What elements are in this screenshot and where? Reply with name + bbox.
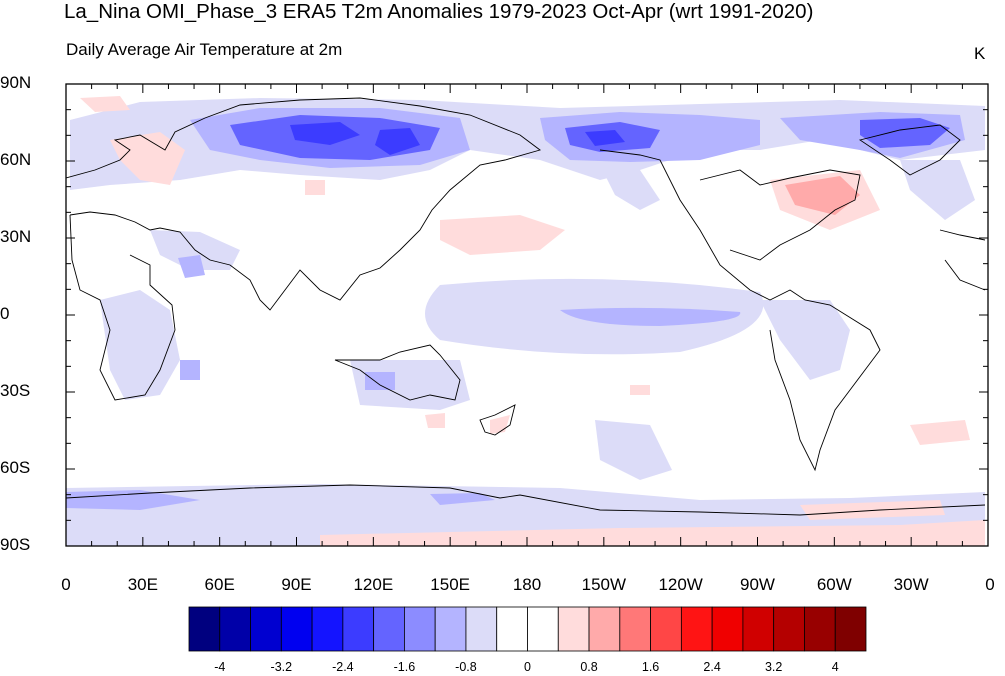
colorbar-swatch — [527, 606, 559, 652]
colorbar-swatch — [804, 606, 836, 652]
colorbar-label: 0 — [524, 660, 531, 674]
lon-label: 120E — [353, 575, 394, 594]
colorbar-label: 0.8 — [580, 660, 598, 674]
lon-label: 120W — [658, 575, 703, 594]
colorbar-swatch — [834, 606, 867, 652]
lon-label: 60E — [204, 575, 235, 594]
lon-label: 90E — [281, 575, 312, 594]
lon-label: 0 — [61, 575, 71, 594]
lat-label: 90S — [0, 535, 31, 554]
lat-label: 60N — [0, 150, 32, 169]
units-label: K — [974, 44, 986, 63]
colorbar-swatch — [311, 606, 344, 652]
colorbar-swatch — [557, 606, 590, 652]
colorbar-label: -4 — [214, 660, 226, 674]
lon-label: 30W — [893, 575, 929, 594]
anomaly-strong-blue — [290, 122, 625, 155]
colorbar-label: 3.2 — [764, 660, 783, 674]
anomaly-light-blue — [66, 98, 985, 546]
lon-label: 150E — [430, 575, 470, 594]
colorbar-swatch — [280, 606, 313, 652]
colorbar-swatch — [373, 606, 405, 652]
lat-label: 60S — [0, 458, 31, 477]
lon-label: 150W — [581, 575, 627, 594]
anomaly-pink — [785, 176, 860, 215]
anomaly-field — [66, 96, 985, 546]
colorbar-swatch — [773, 606, 805, 652]
colorbar-swatch — [342, 606, 375, 652]
colorbar-swatch — [434, 606, 467, 652]
colorbar-label: -3.2 — [270, 660, 293, 674]
colorbar-label: -1.6 — [393, 660, 416, 674]
colorbar-swatch — [219, 606, 251, 652]
colorbar-swatch — [619, 606, 651, 652]
lon-label: 0 — [985, 575, 995, 594]
lat-label: 30N — [0, 227, 32, 246]
lon-label: 60W — [816, 575, 852, 594]
map-title: La_Nina OMI_Phase_3 ERA5 T2m Anomalies 1… — [64, 0, 814, 23]
axis-ticks — [65, 83, 989, 547]
lat-label: 90N — [0, 73, 32, 92]
colorbar-swatch — [250, 606, 282, 652]
lat-label: 30S — [0, 381, 31, 400]
anomaly-light-pink — [80, 96, 985, 546]
colorbar-swatch — [465, 606, 498, 652]
colorbar-swatch — [650, 606, 682, 652]
colorbar-swatch — [742, 606, 775, 652]
colorbar-swatch — [496, 606, 528, 652]
lat-label: 0 — [0, 304, 10, 323]
lon-label: 180 — [512, 575, 542, 594]
colorbar-label: 1.6 — [641, 660, 660, 674]
colorbar — [188, 606, 867, 652]
colorbar-swatch — [404, 606, 436, 652]
lon-label: 90W — [740, 575, 775, 594]
colorbar-label: -2.4 — [332, 660, 354, 674]
colorbar-swatch — [588, 606, 621, 652]
colorbar-swatch — [188, 606, 221, 652]
map-subtitle: Daily Average Air Temperature at 2m — [66, 40, 343, 59]
colorbar-label: 2.4 — [703, 660, 721, 674]
colorbar-label: 4 — [831, 660, 839, 674]
lon-label: 30E — [127, 575, 158, 594]
colorbar-label: -0.8 — [455, 660, 477, 674]
colorbar-swatch — [680, 606, 713, 652]
colorbar-swatch — [711, 606, 744, 652]
coastlines — [66, 97, 986, 516]
